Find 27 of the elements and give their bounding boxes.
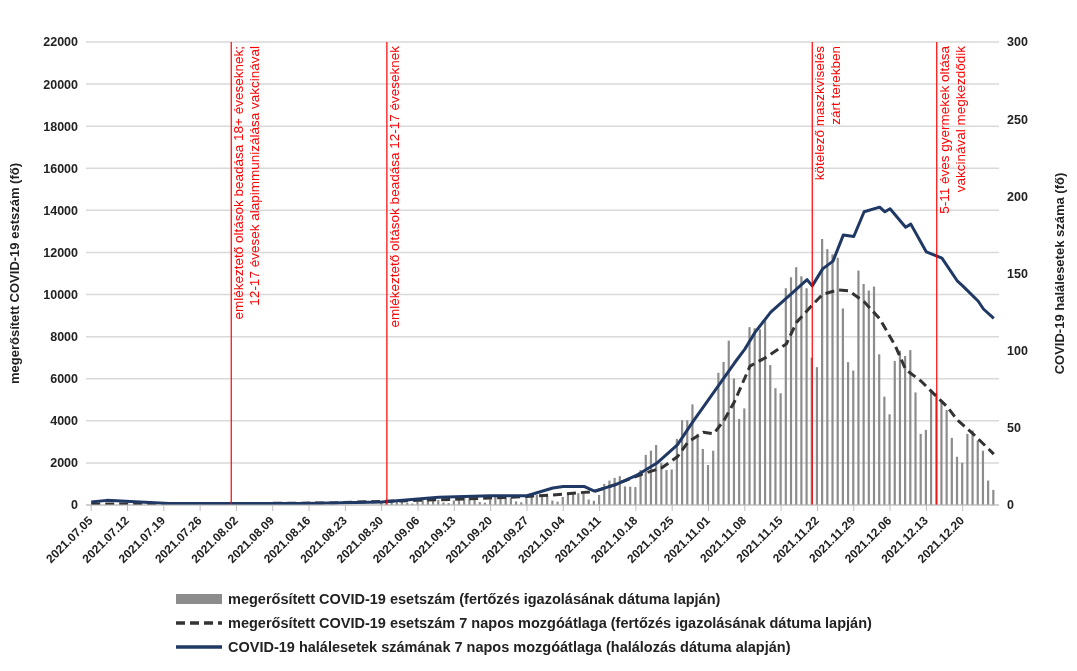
y-axis-title: megerősített COVID-19 estszám (fő) [6,162,22,385]
y2-tick-label: 300 [1007,35,1028,50]
ref-line-label: kötelező maszkviselés zárt terekben [812,45,844,181]
y-tick-label: 4000 [50,414,79,429]
y2-tick-label: 150 [1007,266,1028,281]
y-tick-label: 12000 [43,245,79,260]
y-tick-label: 20000 [43,77,79,92]
ref-line-label: emlékeztető oltások beadása 18+ éveseknek; 12-17 évesek alapimmunizálása vakcinával [231,46,263,320]
y-tick-label: 18000 [43,119,79,134]
legend-label: megerősített COVID-19 esetszám 7 napos mozgóátlaga (fertőzés igazolásának dátuma lapján) [228,615,872,631]
y-tick-label: 0 [71,498,79,513]
y2-tick-label: 200 [1007,189,1028,204]
y-tick-label: 6000 [50,372,79,387]
y2-tick-label: 50 [1007,421,1021,436]
ref-line-label: emlékeztető oltások beadása 12-17 éveseknek [386,45,402,328]
y-tick-label: 2000 [50,456,79,471]
legend-label: megerősített COVID-19 esetszám (fertőzés igazolásának dátuma lapján) [228,591,721,607]
legend-label: COVID-19 halálesetek számának 7 napos mozgóátlaga (halálozás dátuma alapján) [228,639,791,655]
y-tick-label: 8000 [50,330,79,345]
y-tick-label: 10000 [43,287,79,302]
y2-tick-label: 0 [1007,498,1014,513]
y2-tick-label: 100 [1007,344,1028,359]
y-tick-label: 14000 [43,203,79,218]
y-tick-label: 22000 [43,35,79,50]
y-tick-label: 16000 [43,161,79,176]
y2-tick-label: 250 [1007,112,1028,127]
y2-axis-title: COVID-19 halálesetek száma (fő) [1051,172,1067,375]
